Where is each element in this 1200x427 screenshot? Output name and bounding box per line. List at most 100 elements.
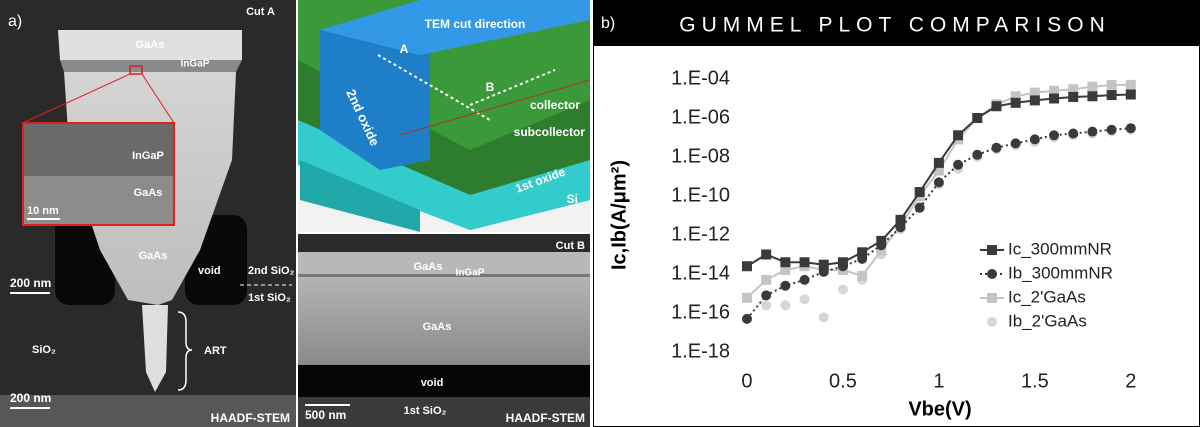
image-label: Cut B [556,240,585,252]
image-label: A [400,42,409,56]
y-tick-label: 1.E-04 [671,67,730,89]
marker [1068,129,1078,139]
marker [915,203,925,213]
marker [780,281,790,291]
marker [780,300,790,310]
marker [742,293,752,303]
image-label: GaAs [136,39,165,51]
image-label: GaAs [139,250,168,262]
image-label: InGaP [181,59,210,70]
legend-marker [987,269,997,279]
x-tick-label: 0.5 [829,370,857,392]
image-label: GaAs [423,321,452,333]
chart-title: GUMMEL PLOT COMPARISON [679,14,1111,37]
marker [1049,130,1059,140]
legend-label: Ib_2'GaAs [1008,311,1087,330]
image-label: InGaP [132,150,164,162]
image-label: GaAs [414,261,443,273]
image-label: ART [204,345,227,357]
marker [761,275,771,285]
marker [972,113,982,123]
y-tick-label: 1.E-16 [671,301,730,323]
image-label: HAADF-STEM [211,411,290,425]
marker [742,261,752,271]
image-label: 200 nm [10,391,51,405]
panel-label: b) [601,15,615,32]
marker [972,150,982,160]
marker [1030,95,1040,105]
x-axis-label: Vbe(V) [908,398,971,420]
y-axis-label: Ic,Ib(A/μm²) [608,160,630,270]
image-label: subcollector [514,125,586,139]
marker [1126,123,1136,133]
marker [761,250,771,260]
marker [780,257,790,267]
image-label: B [486,80,495,94]
marker [800,275,810,285]
image-label: 10 nm [27,205,59,217]
marker [819,312,829,322]
y-tick-label: 1.E-14 [671,262,730,284]
legend-label: Ib_300mmNR [1008,263,1113,282]
legend-marker [987,245,997,255]
marker [1126,90,1136,100]
image-label: 2nd SiO₂ [248,265,295,277]
marker [1087,127,1097,137]
x-tick-label: 0 [741,370,752,392]
marker [800,294,810,304]
marker [1011,138,1021,148]
marker [761,300,771,310]
marker [1011,98,1021,108]
marker [1049,94,1059,104]
marker [991,143,1001,153]
marker [761,290,771,300]
image-label: SiO₂ [32,344,56,356]
legend-label: Ic_300mmNR [1008,239,1112,258]
marker [1068,92,1078,102]
image-label: Si [567,192,578,206]
marker [876,236,886,246]
x-tick-label: 1 [933,370,944,392]
image-label: 1st SiO₂ [404,405,447,417]
x-tick-label: 1.5 [1021,370,1049,392]
device-render [298,0,590,232]
marker [896,215,906,225]
marker [819,260,829,270]
image-label: 200 nm [10,276,51,290]
legend-label: Ic_2'GaAs [1008,287,1086,306]
marker [1107,125,1117,135]
marker [857,271,867,281]
marker [991,101,1001,111]
y-tick-label: 1.E-08 [671,145,730,167]
marker [742,314,752,324]
marker [1087,91,1097,101]
marker [1126,80,1136,90]
y-tick-label: 1.E-18 [671,340,730,362]
marker [934,177,944,187]
legend-marker [987,317,997,327]
chart-panel [594,1,1200,427]
marker [1030,134,1040,144]
marker [1107,80,1117,90]
figure: Cut A GaAs InGaP InGaP GaAs 10 nm GaAs void 2nd … [0,0,1200,427]
image-label: Cut A [246,6,275,18]
image-label: 1st SiO₂ [248,292,291,304]
marker [953,160,963,170]
marker [1087,82,1097,92]
marker [953,130,963,140]
legend-marker [987,293,997,303]
image-label: InGaP [456,268,485,279]
y-tick-label: 1.E-10 [671,184,730,206]
marker [857,247,867,257]
marker [1107,90,1117,100]
image-label: GaAs [134,187,163,199]
image-label: void [198,265,221,277]
marker [934,158,944,168]
y-tick-label: 1.E-12 [671,223,730,245]
image-label: collector [530,98,580,112]
marker [838,257,848,267]
marker [838,285,848,295]
x-tick-label: 2 [1125,370,1136,392]
image-label: 500 nm [305,408,346,422]
image-label: TEM cut direction [425,17,526,31]
